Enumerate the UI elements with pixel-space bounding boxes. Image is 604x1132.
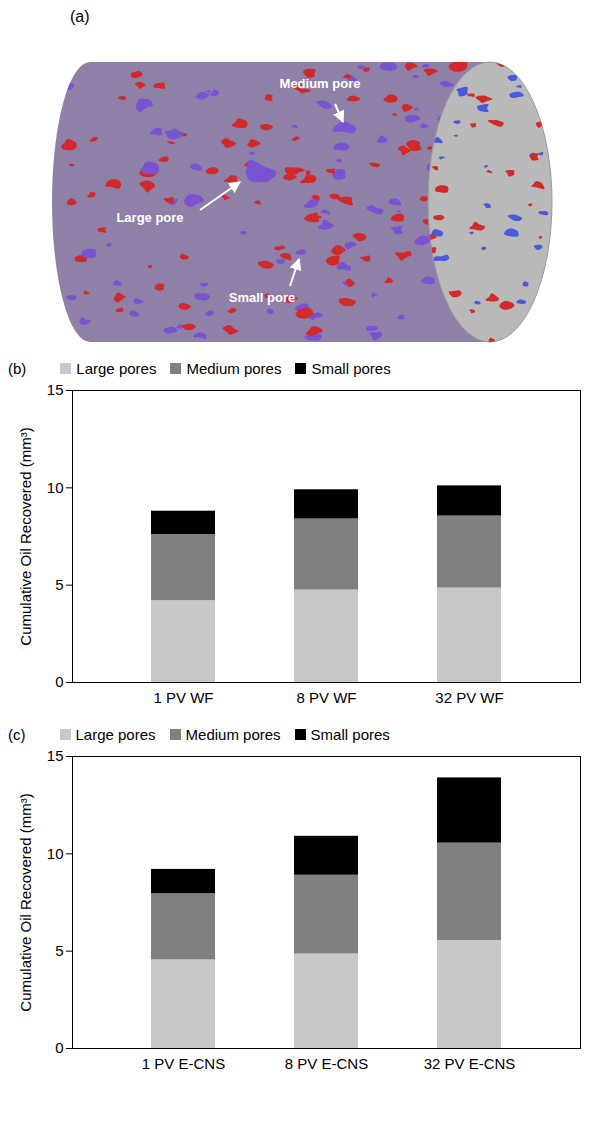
svg-text:32 PV WF: 32 PV WF — [435, 689, 503, 706]
html-text:Large pores: Large pores — [75, 725, 156, 743]
svg-text:10: 10 — [47, 479, 64, 496]
svg-text:1 PV E-CNS: 1 PV E-CNS — [142, 1055, 225, 1072]
svg-text:Medium pore: Medium pore — [280, 76, 361, 91]
html-text:Small pores: Small pores — [311, 359, 391, 377]
svg-text:0: 0 — [55, 1039, 63, 1056]
svg-text:(a): (a) — [70, 8, 90, 25]
html-text:Medium pores: Medium pores — [186, 359, 282, 377]
svg-text:5: 5 — [55, 942, 63, 959]
svg-text:8 PV E-CNS: 8 PV E-CNS — [285, 1055, 368, 1072]
svg-text:Cumulative Oil Recovered (mm³): Cumulative Oil Recovered (mm³) — [17, 427, 34, 645]
html-text:Large pores: Large pores — [76, 359, 157, 377]
html-text:(b): (b) — [8, 359, 27, 377]
svg-text:15: 15 — [47, 381, 64, 398]
svg-text:32 PV E-CNS: 32 PV E-CNS — [424, 1055, 516, 1072]
svg-text:1 PV WF: 1 PV WF — [153, 689, 213, 706]
svg-text:5: 5 — [55, 576, 63, 593]
svg-text:Cumulative Oil Recovered (mm³): Cumulative Oil Recovered (mm³) — [17, 793, 34, 1011]
svg-text:8 PV WF: 8 PV WF — [296, 689, 356, 706]
svg-text:10: 10 — [47, 845, 64, 862]
html-text:(c): (c) — [8, 725, 26, 743]
svg-text:Large pore: Large pore — [116, 210, 183, 225]
svg-text:0: 0 — [55, 673, 63, 690]
html-text:Small pores: Small pores — [310, 725, 390, 743]
html-text:Medium pores: Medium pores — [185, 725, 281, 743]
svg-text:15: 15 — [47, 747, 64, 764]
svg-text:Small pore: Small pore — [229, 290, 295, 305]
